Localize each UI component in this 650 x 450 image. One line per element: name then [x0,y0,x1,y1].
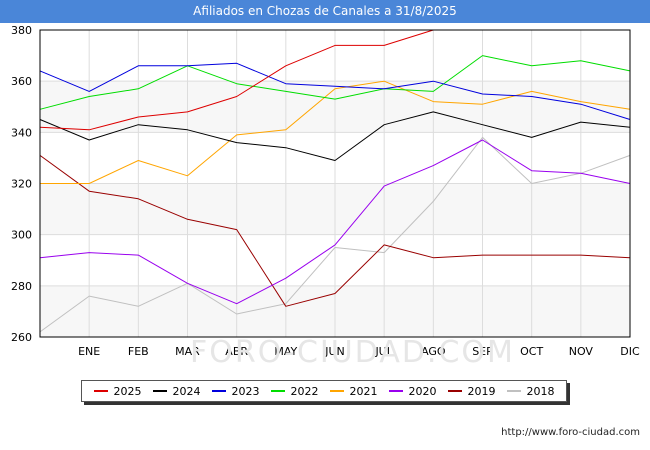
source-credit: http://www.foro-ciudad.com [501,427,640,438]
x-tick-labels: ENE FEB MAR ABR MAY JUN JUL AGO SEP OCT NOV DIC [78,345,640,358]
series-line-2021 [40,80,631,184]
x-tick-label: SEP [472,345,493,358]
plot-border [39,29,631,338]
x-tick-label: NOV [569,345,594,358]
legend-label: 2021 [349,384,378,398]
chart-title: Afiliados en Chozas de Canales a 31/8/20… [0,0,650,23]
legend-label: 2019 [467,384,496,398]
legend-item-2018: 2018 [506,384,555,398]
legend-swatch [447,390,462,392]
legend-swatch [152,390,167,392]
x-tick-label: ENE [78,345,100,358]
x-tick-label: FEB [128,345,149,358]
y-tick-label: 320 [11,178,32,191]
legend-swatch [93,390,108,392]
y-tick-label: 340 [11,126,32,139]
legend-item-2022: 2022 [270,384,319,398]
x-tick-label: DIC [620,345,640,358]
series-line-2020 [39,139,631,305]
y-tick-label: 300 [11,229,32,242]
series-line-2024 [39,111,631,161]
legend-item-2019: 2019 [447,384,496,398]
legend-swatch [270,390,285,392]
legend-item-2021: 2021 [329,384,378,398]
legend-item-2024: 2024 [152,384,201,398]
legend-item-2023: 2023 [211,384,260,398]
legend-item-2020: 2020 [388,384,437,398]
x-tick-label: JUN [324,345,345,358]
x-tick-label: MAY [274,345,297,358]
legend-swatch [329,390,344,392]
y-tick-label: 280 [11,280,32,293]
y-tick-label: 260 [11,331,32,344]
legend-swatch [211,390,226,392]
x-tick-label: ABR [225,345,248,358]
x-tick-label: AGO [421,345,446,358]
legend-label: 2024 [172,384,201,398]
legend-label: 2018 [526,384,555,398]
x-tick-label: MAR [175,345,200,358]
legend-label: 2022 [290,384,319,398]
y-tick-label: 360 [11,75,32,88]
legend-item-2025: 2025 [93,384,142,398]
legend-label: 2023 [231,384,260,398]
y-tick-label: 380 [11,24,32,37]
legend-label: 2025 [113,384,142,398]
x-tick-label: JUL [374,345,393,358]
series-line-2025 [39,29,434,131]
series-lines [39,29,631,333]
legend: 2025 2024 2023 2022 2021 2020 2019 2018 [81,380,567,402]
series-line-2019 [39,154,631,307]
y-tick-labels: 260 280 300 320 340 360 380 [11,24,32,344]
x-tick-label: OCT [520,345,543,358]
series-line-2022 [39,55,631,110]
series-line-2018 [39,136,631,333]
legend-label: 2020 [408,384,437,398]
series-line-2023 [39,62,631,120]
legend-swatch [506,390,521,392]
axes [39,29,631,338]
legend-swatch [388,390,403,392]
